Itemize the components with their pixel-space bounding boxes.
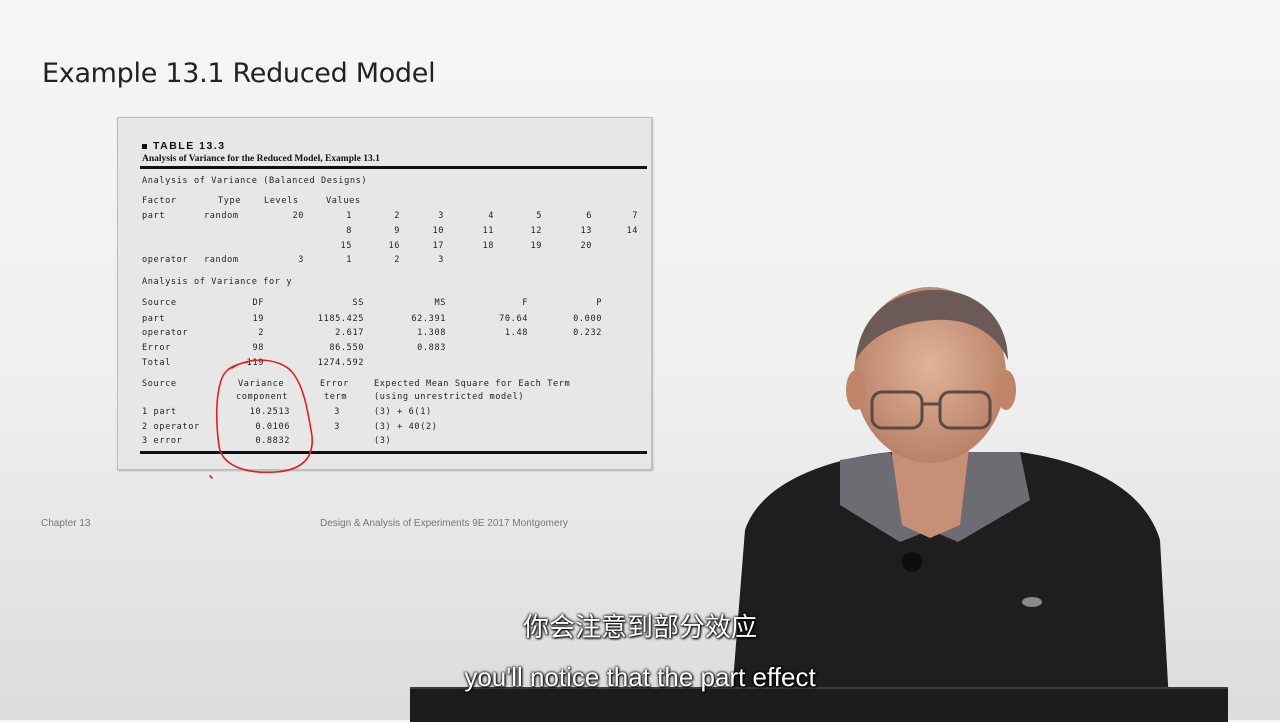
factor-value: 15 xyxy=(340,241,352,251)
anova-ms: 0.883 xyxy=(417,343,446,353)
anova-source: part xyxy=(142,314,166,324)
anova-ss: 2.617 xyxy=(335,328,364,338)
source-header: Source xyxy=(142,298,177,308)
anova-f: 70.64 xyxy=(499,314,528,324)
table-bottom-rule xyxy=(140,451,647,454)
subtitle-chinese: 你会注意到部分效应 xyxy=(522,613,757,643)
vc-error-header: Error xyxy=(320,379,349,389)
presenter-collar xyxy=(840,452,1030,542)
factor-value: 2 xyxy=(394,255,400,265)
factor-name: part xyxy=(142,211,166,221)
factor-value: 1 xyxy=(346,255,352,265)
factor-levels: 20 xyxy=(292,211,304,221)
factor-name: operator xyxy=(142,255,189,265)
vc-source-header: Source xyxy=(142,379,177,389)
vc-component: 0.0106 xyxy=(255,422,290,432)
factor-value: 4 xyxy=(488,211,494,221)
subtitle-english: you'll notice that the part effect xyxy=(464,662,816,692)
anova-ss: 86.550 xyxy=(329,343,364,353)
table-label: TABLE 13.3 xyxy=(142,140,226,152)
table-caption: Analysis of Variance for the Reduced Mod… xyxy=(142,154,380,164)
type-header: Type xyxy=(218,196,242,206)
factor-value: 8 xyxy=(346,226,352,236)
factor-value: 17 xyxy=(432,241,444,251)
anova-table-image: TABLE 13.3 Analysis of Variance for the … xyxy=(117,117,652,470)
vc-component-header: component xyxy=(236,392,288,402)
anova-df: 19 xyxy=(252,314,264,324)
anova-ss: 1274.592 xyxy=(317,358,364,368)
ss-header: SS xyxy=(352,298,364,308)
values-header: Values xyxy=(326,196,361,206)
p-header: P xyxy=(596,298,602,308)
factor-type: random xyxy=(204,211,239,221)
vc-ems-header: Expected Mean Square for Each Term xyxy=(374,379,571,389)
factor-value: 12 xyxy=(530,226,542,236)
anova-p: 0.232 xyxy=(573,328,602,338)
factor-value: 9 xyxy=(394,226,400,236)
anova-source: operator xyxy=(142,328,189,338)
factor-value: 14 xyxy=(626,226,638,236)
factor-type: random xyxy=(204,255,239,265)
anova-f: 1.48 xyxy=(504,328,528,338)
shirt-logo-icon xyxy=(1022,597,1042,607)
vc-error-term: 3 xyxy=(334,407,340,417)
vc-ems-subheader: (using unrestricted model) xyxy=(374,392,525,402)
anova-p: 0.000 xyxy=(573,314,602,324)
anova-heading: Analysis of Variance (Balanced Designs) xyxy=(142,176,368,186)
vc-ems: (3) + 40(2) xyxy=(374,422,438,432)
presenter-head xyxy=(854,287,1006,463)
podium xyxy=(410,687,1228,722)
presenter-video xyxy=(730,287,1170,720)
anova-df: 119 xyxy=(246,358,264,368)
factor-value: 19 xyxy=(530,241,542,251)
factor-value: 20 xyxy=(580,241,592,251)
factor-value: 16 xyxy=(388,241,400,251)
factor-value: 6 xyxy=(586,211,592,221)
df-header: DF xyxy=(252,298,264,308)
factor-value: 18 xyxy=(482,241,494,251)
glasses-icon xyxy=(870,390,924,430)
vc-source: 1 part xyxy=(142,407,177,417)
f-header: F xyxy=(522,298,528,308)
factor-value: 7 xyxy=(632,211,638,221)
factor-header: Factor xyxy=(142,196,177,206)
factor-value: 10 xyxy=(432,226,444,236)
vc-source: 2 operator xyxy=(142,422,200,432)
vc-ems: (3) xyxy=(374,436,392,446)
vc-variance-header: Variance xyxy=(238,379,285,389)
vc-component: 0.8832 xyxy=(255,436,290,446)
factor-value: 1 xyxy=(346,211,352,221)
vc-ems: (3) + 6(1) xyxy=(374,407,432,417)
table-top-rule xyxy=(140,166,647,169)
factor-value: 3 xyxy=(438,211,444,221)
factor-value: 3 xyxy=(438,255,444,265)
factor-value: 5 xyxy=(536,211,542,221)
vc-error-term: 3 xyxy=(334,422,340,432)
copyright-footer: Design & Analysis of Experiments 9E 2017… xyxy=(320,518,568,529)
vc-source: 3 error xyxy=(142,436,183,446)
table-label-text: TABLE 13.3 xyxy=(153,140,226,152)
anova-ms: 62.391 xyxy=(411,314,446,324)
bullet-icon xyxy=(142,143,147,149)
anova-source: Total xyxy=(142,358,171,368)
anova-df: 98 xyxy=(252,343,264,353)
anova-ms: 1.308 xyxy=(417,328,446,338)
anova-df: 2 xyxy=(258,328,264,338)
factor-value: 11 xyxy=(482,226,494,236)
levels-header: Levels xyxy=(264,196,299,206)
anova-source: Error xyxy=(142,343,171,353)
anova-ss: 1185.425 xyxy=(317,314,364,324)
factor-value: 2 xyxy=(394,211,400,221)
vc-term-header: term xyxy=(324,392,348,402)
vc-component: 10.2513 xyxy=(249,407,290,417)
anova-y-heading: Analysis of Variance for y xyxy=(142,277,293,287)
ms-header: MS xyxy=(434,298,446,308)
chapter-footer: Chapter 13 xyxy=(41,518,91,529)
presenter-sweater xyxy=(730,452,1170,720)
slide-title: Example 13.1 Reduced Model xyxy=(42,58,436,89)
lapel-mic-icon xyxy=(902,552,922,572)
factor-levels: 3 xyxy=(298,255,304,265)
factor-value: 13 xyxy=(580,226,592,236)
